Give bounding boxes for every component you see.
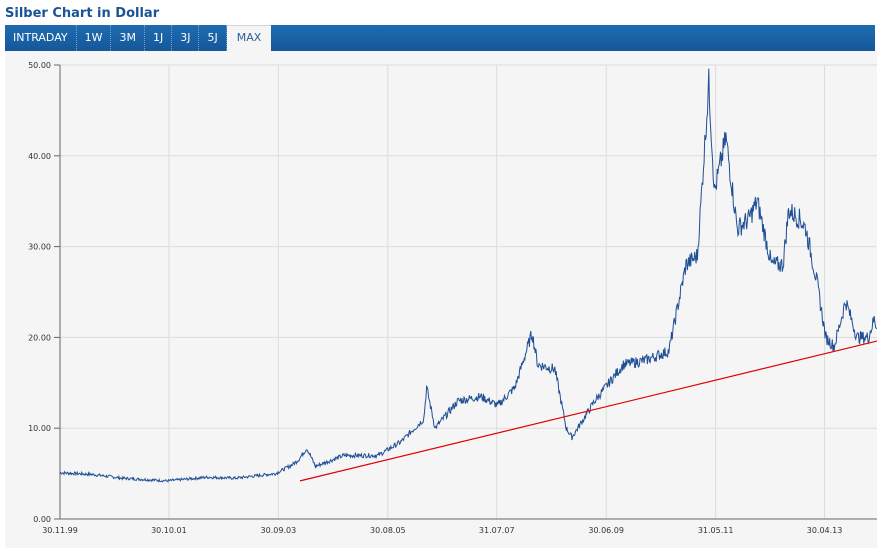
tab-3j[interactable]: 3J bbox=[172, 25, 200, 51]
x-tick-label: 30.11.99 bbox=[42, 526, 78, 535]
x-tick-label: 30.09.03 bbox=[261, 526, 297, 535]
tab-intraday[interactable]: INTRADAY bbox=[5, 25, 77, 51]
y-tick-label: 50.00 bbox=[28, 61, 51, 70]
tab-3m[interactable]: 3M bbox=[111, 25, 145, 51]
tab-5j[interactable]: 5J bbox=[199, 25, 227, 51]
tab-1w[interactable]: 1W bbox=[77, 25, 112, 51]
x-tick-label: 30.04.13 bbox=[807, 526, 843, 535]
y-tick-label: 20.00 bbox=[28, 333, 51, 342]
x-tick-label: 30.10.01 bbox=[151, 526, 187, 535]
y-tick-label: 30.00 bbox=[28, 243, 51, 252]
price-line bbox=[59, 68, 877, 483]
y-tick-label: 0.00 bbox=[33, 515, 51, 524]
y-tick-label: 10.00 bbox=[28, 424, 51, 433]
y-tick-label: 40.00 bbox=[28, 152, 51, 161]
x-tick-label: 30.08.05 bbox=[370, 526, 406, 535]
x-tick-label: 31.07.07 bbox=[479, 526, 515, 535]
chart-area: 30.11.99 30.10.01 30.09.03 30.08.05 31.07.07… bbox=[5, 51, 877, 548]
price-chart: 30.11.99 30.10.01 30.09.03 30.08.05 31.07.07… bbox=[28, 61, 877, 535]
trendline bbox=[299, 340, 877, 482]
tab-1j[interactable]: 1J bbox=[145, 25, 173, 51]
range-tabs: INTRADAY 1W 3M 1J 3J 5J MAX bbox=[5, 25, 875, 51]
tab-max[interactable]: MAX bbox=[226, 25, 272, 51]
x-tick-label: 31.05.11 bbox=[698, 526, 734, 535]
x-tick-label: 30.06.09 bbox=[588, 526, 624, 535]
chart-title: Silber Chart in Dollar bbox=[5, 6, 160, 21]
